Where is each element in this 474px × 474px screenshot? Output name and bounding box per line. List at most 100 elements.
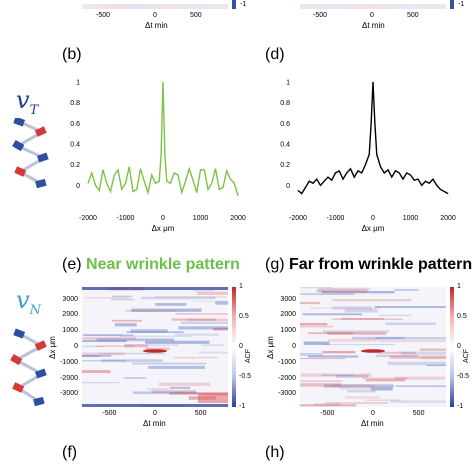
y-tick-label-g-2: 1000 (280, 327, 296, 335)
heatmap-streak (374, 306, 446, 309)
x-tick-label-d-0: -2000 (289, 215, 307, 222)
data-point-b-2 (95, 184, 96, 186)
colorbar-tick-g-0: 1 (457, 283, 461, 290)
y-tick-label-b-1: 0.8 (70, 100, 80, 107)
data-point-d-17 (361, 172, 363, 174)
heatmap-e (82, 287, 228, 407)
heatmap-streak (300, 352, 323, 356)
data-point-b-37 (218, 189, 220, 190)
heatmap-streak (300, 293, 355, 295)
heatmap-streak (201, 344, 224, 347)
data-point-b-28 (185, 180, 186, 182)
heatmap-streak (300, 404, 357, 407)
helix-illustration-bottom (10, 328, 47, 407)
v-t-main: v (16, 86, 30, 114)
data-point-b-18 (155, 182, 156, 184)
data-point-d-38 (432, 178, 434, 180)
heatmap-streak (114, 323, 137, 327)
heatmap-edge-bottom (82, 404, 228, 407)
data-point-d-18 (365, 164, 366, 166)
heatmap-streak (158, 382, 210, 386)
data-point-d-8 (327, 176, 329, 178)
top-right-dt-tick-2: 500 (407, 12, 419, 19)
data-point-d-5 (316, 178, 318, 180)
colorbar-tick-e-0: 1 (239, 283, 243, 290)
heatmap-streak (82, 337, 136, 340)
heatmap-streak (300, 380, 343, 383)
heatmap-streak (365, 378, 406, 382)
data-point-d-23 (376, 153, 378, 155)
heatmap-streak (155, 303, 187, 306)
data-point-b-35 (211, 182, 213, 184)
plot-b-correlation: 1 0.8 0.6 0.4 0.2 0 -2000 -1000 0 1000 2000 Δx μm (70, 80, 246, 234)
heatmap-streak (327, 331, 387, 335)
series-line-b (87, 81, 239, 196)
y-tick-label-g-1: 2000 (280, 311, 296, 319)
data-point-b-12 (132, 191, 134, 192)
heatmap-streak (332, 306, 372, 310)
heatmap-streak (213, 327, 228, 331)
data-point-b-14 (140, 168, 141, 170)
x-tick-label-g-1: 0 (371, 410, 375, 417)
data-point-b-10 (125, 182, 126, 184)
data-point-d-20 (370, 122, 372, 124)
panel-label-h: (h) (265, 444, 285, 461)
x-axis-title-e: Δt min (143, 419, 166, 428)
heatmap-streak (316, 289, 368, 293)
data-point-b-27 (181, 192, 183, 193)
x-tick-label-g-2: 500 (412, 410, 425, 417)
data-point-d-4 (312, 182, 314, 184)
x-tick-label-d-4: 2000 (440, 215, 456, 222)
heatmap-streak (99, 352, 166, 355)
heatmap-streak (96, 345, 135, 347)
heatmap-streak (131, 308, 202, 312)
heatmap-streak (377, 351, 416, 354)
data-point-b-29 (188, 168, 190, 170)
data-point-d-33 (413, 179, 415, 181)
panel-title-g: Far from wrinkle pattern (289, 256, 473, 273)
heatmap-streak (340, 387, 393, 390)
heatmap-streak (175, 313, 228, 315)
panel-title-e: Near wrinkle pattern (86, 256, 240, 273)
y-axis-title-g: Δx μm (266, 336, 275, 359)
heatmap-streak (322, 343, 395, 346)
data-point-b-23 (166, 180, 168, 182)
colorbar-title-e: ACF (245, 349, 252, 363)
data-point-d-14 (350, 168, 351, 170)
data-point-d-35 (421, 184, 423, 186)
data-point-b-33 (203, 169, 205, 171)
x-tick-label-b-4: 2000 (230, 215, 246, 222)
y-tick-label-e-1: 2000 (62, 311, 78, 319)
x-tick-label-e-2: 500 (194, 410, 207, 417)
data-point-b-19 (158, 180, 160, 182)
data-point-d-42 (447, 193, 449, 194)
top-left-dt-tick-2: 500 (190, 12, 202, 19)
x-tick-label-g-0: -500 (320, 410, 335, 417)
data-point-d-29 (398, 172, 400, 174)
y-tick-label-d-4: 0.2 (280, 162, 290, 169)
heatmap-streak (125, 310, 177, 312)
panel-label-b: (b) (62, 46, 82, 63)
data-point-d-7 (323, 180, 325, 182)
heatmap-streak (300, 373, 372, 377)
heatmap-streak (126, 331, 184, 333)
heatmap-streak (323, 384, 394, 388)
heatmap-streak (378, 340, 446, 342)
heatmap-streak (82, 352, 125, 356)
heatmap-bg (82, 287, 228, 407)
heatmap-central-peak (361, 349, 385, 353)
heatmap-streak (96, 338, 174, 342)
heatmap-streak (171, 318, 217, 321)
colorbar-tick-e-3: -0.5 (239, 373, 252, 380)
y-tick-label-e-2: 1000 (62, 327, 78, 335)
data-point-d-25 (383, 172, 385, 174)
data-point-b-1 (91, 172, 93, 174)
data-point-d-10 (335, 172, 336, 174)
y-tick-label-d-2: 0.6 (280, 121, 290, 128)
data-point-d-37 (428, 182, 430, 184)
data-point-b-8 (117, 169, 119, 171)
colorbar-tick-g-3: -0.5 (457, 373, 470, 380)
heatmap-streak (375, 354, 418, 358)
heatmap-streak (83, 334, 134, 337)
data-point-b-36 (215, 168, 216, 170)
